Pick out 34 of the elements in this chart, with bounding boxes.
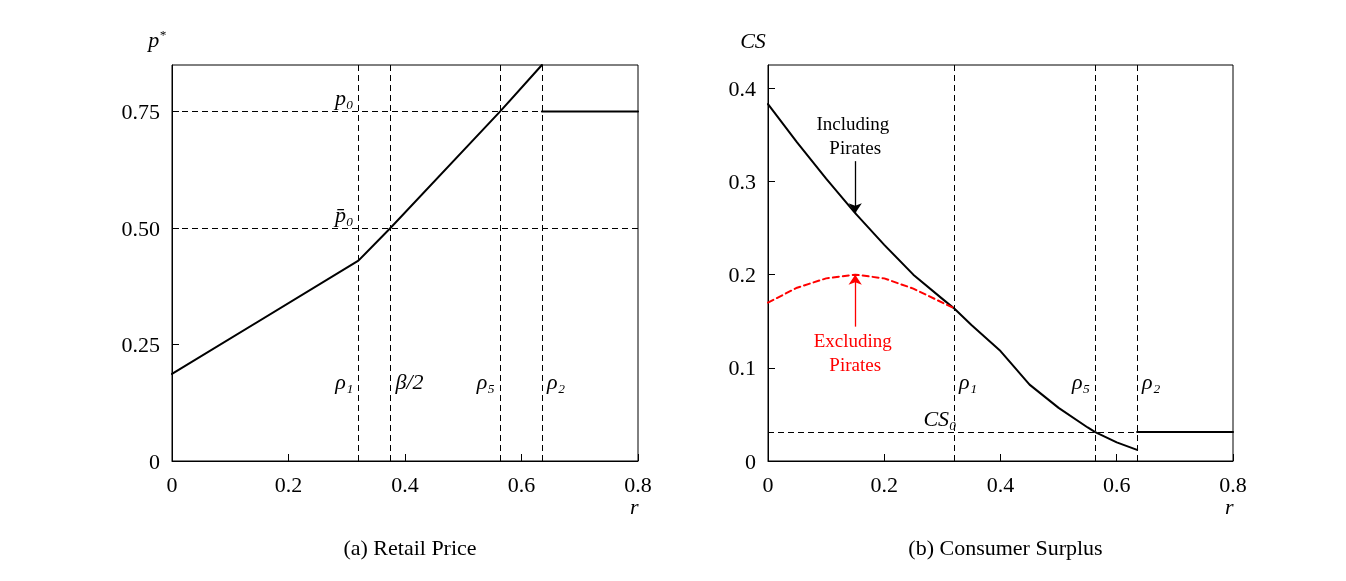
ref-line-label: ρ₁ — [958, 369, 978, 395]
x-tick-label: 0 — [762, 471, 774, 497]
text: (b) Consumer Surplus — [908, 534, 1103, 560]
x-tick-label: 0.4 — [391, 471, 419, 497]
ref-line-label: CS₀ — [923, 405, 957, 431]
ref-line-label: β/2 — [394, 369, 424, 395]
x-tick-label: 0.2 — [870, 471, 898, 497]
y-tick-label: 0.1 — [728, 355, 756, 381]
y-tick-label: 0.75 — [121, 99, 160, 125]
ref-line-label: ρ₂ — [1141, 369, 1161, 395]
annotation: Excluding Pirates — [813, 330, 897, 376]
x-tick-label: 0.2 — [274, 471, 303, 497]
y-axis-title: CS — [740, 27, 766, 53]
x-tick-label: 0.6 — [507, 471, 536, 497]
ref-line-label: p₀ — [333, 85, 354, 111]
y-tick-label: 0.4 — [728, 75, 756, 101]
x-tick-label: 0.6 — [1103, 471, 1131, 497]
x-tick-label: 0 — [166, 471, 178, 497]
ref-line-label: p̄₀ — [333, 201, 354, 227]
ref-line-label: ρ₂ — [545, 369, 566, 395]
y-tick-label: 0 — [149, 448, 160, 474]
y-tick-label: 0 — [745, 448, 756, 474]
line-series — [767, 273, 955, 310]
ref-line-label: ρ₅ — [1071, 369, 1091, 395]
y-axis-title: p* — [146, 27, 167, 52]
y-tick-label: 0.3 — [728, 168, 756, 194]
annotation: Including Pirates — [816, 112, 894, 158]
text: (a) Retail Price — [343, 534, 477, 560]
y-tick-label: 0.2 — [728, 262, 756, 288]
y-tick-label: 0.50 — [121, 215, 160, 241]
y-tick-label: 0.25 — [121, 332, 160, 358]
x-tick-label: 0.4 — [986, 471, 1015, 497]
ref-line-label: ρ₅ — [475, 369, 495, 395]
ref-line-label: ρ₁ — [334, 369, 354, 395]
